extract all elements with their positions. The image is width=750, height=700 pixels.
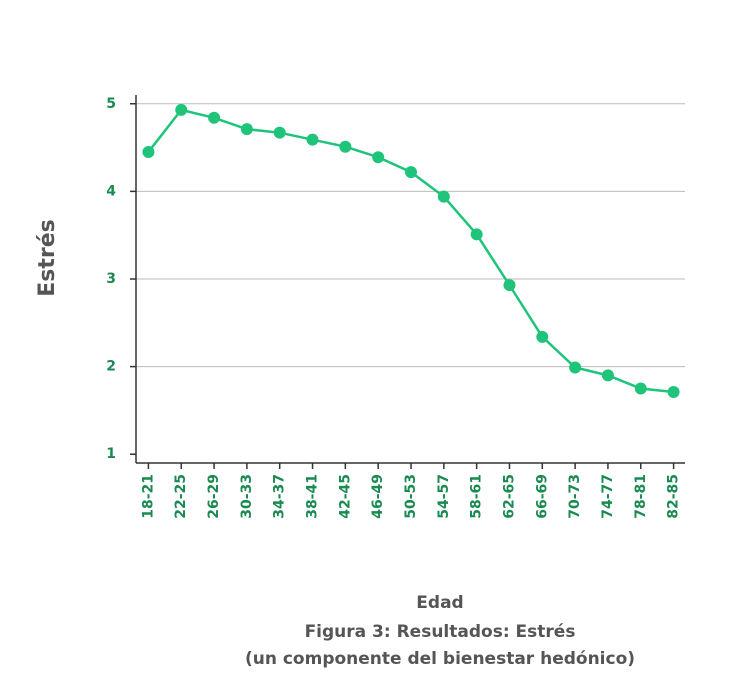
point bbox=[306, 133, 319, 146]
x-tick-label: 62-65 bbox=[501, 474, 517, 519]
point bbox=[503, 279, 516, 292]
x-tick-label: 54-57 bbox=[436, 474, 452, 519]
point bbox=[601, 369, 614, 382]
x-tick-label: 66-69 bbox=[534, 474, 550, 519]
x-tick-label: 34-37 bbox=[272, 474, 288, 519]
x-tick-label: 26-29 bbox=[206, 474, 222, 519]
x-tick-label: 74-77 bbox=[600, 474, 616, 519]
x-tick-label: 70-73 bbox=[567, 474, 583, 519]
x-tick-label: 82-85 bbox=[666, 474, 682, 519]
point bbox=[634, 382, 647, 395]
point bbox=[175, 103, 188, 116]
x-tick-label: 18-21 bbox=[140, 474, 156, 519]
y-tick-label: 2 bbox=[106, 359, 116, 375]
x-tick-label: 22-25 bbox=[173, 474, 189, 519]
y-tick-label: 1 bbox=[106, 446, 116, 462]
point bbox=[536, 330, 549, 343]
x-tick-label: 46-49 bbox=[370, 474, 386, 519]
x-axis-title: Edad bbox=[416, 593, 463, 613]
y-tick-label: 3 bbox=[106, 271, 116, 287]
point bbox=[667, 386, 680, 399]
point bbox=[142, 145, 155, 158]
x-tick-label: 38-41 bbox=[305, 474, 321, 519]
point bbox=[273, 126, 286, 139]
point bbox=[405, 166, 417, 179]
caption: Figura 3: Resultados: Estrés bbox=[305, 622, 576, 642]
y-tick-label: 5 bbox=[106, 96, 116, 112]
x-tick-label: 58-61 bbox=[469, 474, 485, 519]
x-tick-label: 78-81 bbox=[633, 474, 649, 519]
point bbox=[208, 111, 221, 124]
y-axis-title: Estrés bbox=[35, 219, 60, 297]
x-tick-label: 50-53 bbox=[403, 474, 419, 519]
point bbox=[470, 228, 483, 241]
x-tick-label: 42-45 bbox=[337, 474, 353, 519]
point bbox=[569, 361, 582, 374]
point bbox=[240, 123, 253, 136]
point bbox=[339, 140, 352, 153]
point bbox=[437, 190, 450, 203]
x-tick-label: 30-33 bbox=[239, 474, 255, 519]
line bbox=[147, 108, 674, 394]
caption: (un componente del bienestar hedónico) bbox=[245, 649, 635, 669]
point bbox=[372, 151, 385, 164]
y-tick-label: 4 bbox=[106, 183, 116, 199]
